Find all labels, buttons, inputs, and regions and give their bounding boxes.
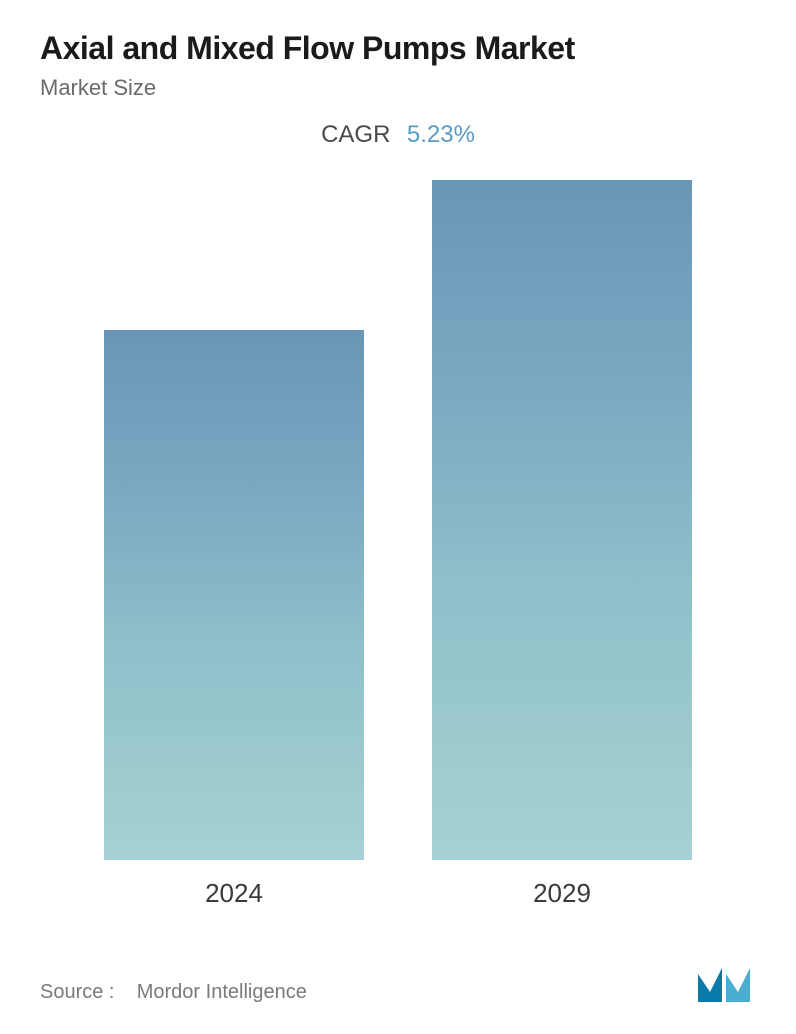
bar-label-0: 2024 [205,878,263,909]
brand-logo-icon [696,964,756,1004]
cagr-label: CAGR [321,121,390,148]
bar-group-0: 2024 [94,330,374,909]
bar-group-1: 2029 [422,180,702,909]
chart-title: Axial and Mixed Flow Pumps Market [40,30,756,67]
cagr-row: CAGR 5.23% [40,121,756,149]
cagr-value: 5.23% [407,121,475,148]
source-name: Mordor Intelligence [137,981,307,1003]
bar-label-1: 2029 [533,878,591,909]
bar-0 [104,330,364,860]
bar-1 [432,180,692,860]
chart-subtitle: Market Size [40,75,756,101]
chart-area: 2024 2029 [40,209,756,909]
footer: Source : Mordor Intelligence [40,964,756,1004]
source-text: Source : Mordor Intelligence [40,981,307,1004]
source-label: Source : [40,981,114,1003]
